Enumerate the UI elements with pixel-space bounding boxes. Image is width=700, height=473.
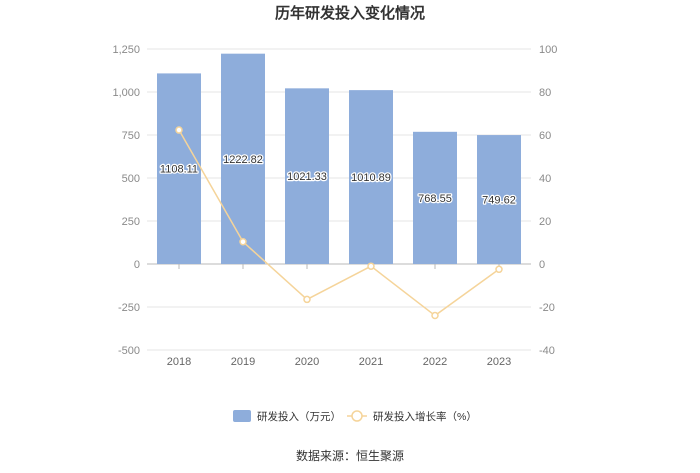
x-axis: 2018 2019 2020 2021 2022 2023 — [167, 264, 511, 368]
legend-label-growth-rate: 研发投入增长率（%） — [373, 410, 477, 423]
x-axis-label: 2022 — [423, 356, 447, 368]
left-axis-tick-label: 500 — [122, 173, 140, 185]
bar-2020 — [285, 88, 329, 264]
bar-value-labels: 1108.11 1222.82 1021.33 1010.89 768.55 749.62 — [159, 153, 517, 208]
left-axis-tick-label: -250 — [118, 302, 140, 314]
x-axis-label: 2021 — [359, 356, 383, 368]
bar-series — [157, 53, 521, 265]
legend-item-rd-investment[interactable]: 研发投入（万元） — [233, 410, 341, 423]
right-y-axis: -40 -20 0 20 40 60 80 100 — [539, 44, 557, 357]
right-axis-tick-label: -40 — [539, 345, 555, 357]
bar-value-label: 1108.11 — [160, 164, 198, 176]
legend-bar-swatch — [233, 410, 251, 422]
bar-value-label: 768.55 — [418, 193, 452, 205]
bar-2021 — [349, 90, 393, 264]
left-axis-tick-label: 0 — [134, 259, 140, 271]
bar-value-label: 749.62 — [482, 195, 516, 207]
line-point-2022 — [431, 311, 439, 320]
x-axis-label: 2018 — [167, 356, 191, 368]
bar-2018 — [157, 73, 201, 264]
line-point-2023 — [495, 265, 503, 274]
left-axis-tick-label: 250 — [122, 216, 140, 228]
bar-2023 — [477, 135, 521, 264]
x-axis-label: 2020 — [295, 356, 319, 368]
right-axis-tick-label: 80 — [539, 87, 551, 99]
left-axis-tick-label: 750 — [122, 130, 140, 142]
data-source: 数据来源：恒生聚源 — [296, 448, 404, 463]
bar-2019 — [221, 53, 265, 265]
bar-value-label: 1021.33 — [287, 171, 327, 183]
left-y-axis: -500 -250 0 250 500 750 1,000 1,250 — [112, 44, 140, 357]
legend: 研发投入（万元） 研发投入增长率（%） — [233, 410, 477, 423]
x-axis-label: 2023 — [487, 356, 511, 368]
bar-2022 — [413, 131, 457, 264]
legend-circle-marker — [351, 410, 363, 422]
growth-rate-series — [175, 126, 503, 320]
left-axis-tick-label: -500 — [118, 345, 140, 357]
right-axis-tick-label: 20 — [539, 216, 551, 228]
bar-value-label: 1222.82 — [223, 154, 263, 166]
grid-lines — [147, 48, 531, 351]
x-axis-label: 2019 — [231, 356, 255, 368]
growth-rate-line — [178, 129, 500, 317]
right-axis-tick-label: 100 — [539, 44, 557, 56]
line-point-2020 — [303, 295, 311, 304]
line-point-2019 — [239, 237, 247, 246]
bar-value-label: 1010.89 — [351, 172, 391, 184]
right-axis-tick-label: -20 — [539, 302, 555, 314]
legend-label-rd-investment: 研发投入（万元） — [257, 410, 341, 423]
left-axis-tick-label: 1,250 — [112, 44, 140, 56]
left-axis-tick-label: 1,000 — [112, 87, 140, 99]
right-axis-tick-label: 40 — [539, 173, 551, 185]
line-point-2021 — [367, 262, 375, 270]
legend-item-growth-rate[interactable]: 研发投入增长率（%） — [347, 410, 477, 423]
right-axis-tick-label: 60 — [539, 130, 551, 142]
chart-title: 历年研发投入变化情况 — [275, 4, 425, 22]
line-point-2018 — [175, 126, 183, 134]
right-axis-tick-label: 0 — [539, 259, 545, 271]
